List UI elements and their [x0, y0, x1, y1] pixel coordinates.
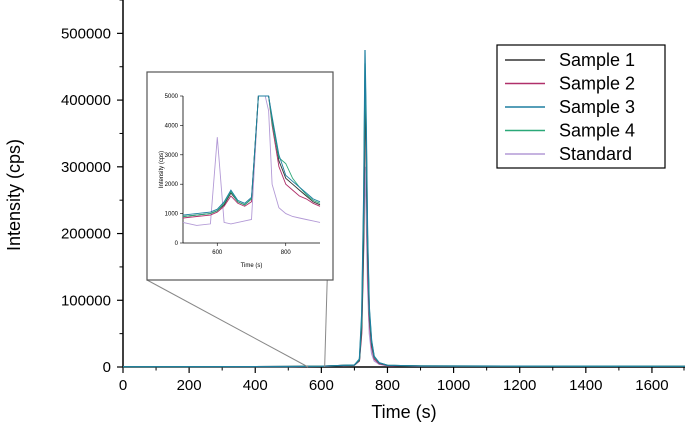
main-plot-area — [122, 49, 685, 368]
inset-y-tick-label: 0 — [175, 241, 179, 247]
legend-label-sample-1: Sample 1 — [559, 50, 635, 70]
x-tick-label: 400 — [243, 377, 268, 394]
y-tick-label: 0 — [103, 359, 111, 376]
inset-y-tick-label: 5000 — [165, 94, 179, 100]
inset-plot-area — [182, 95, 321, 226]
x-tick-label: 1200 — [503, 377, 536, 394]
legend-label-sample-2: Sample 2 — [559, 74, 635, 94]
x-tick-label: 200 — [177, 377, 202, 394]
legend-label-standard: Standard — [559, 144, 632, 164]
x-tick-label: 1000 — [437, 377, 470, 394]
x-tick-label: 0 — [119, 377, 127, 394]
inset-x-axis-title: Time (s) — [241, 263, 263, 269]
inset-y-tick-label: 4000 — [165, 123, 179, 129]
x-tick-label: 800 — [375, 377, 400, 394]
inset-frame — [146, 71, 334, 281]
zoom-line-left — [146, 279, 309, 368]
y-tick-label: 400000 — [61, 92, 111, 109]
inset-y-tick-label: 3000 — [165, 153, 179, 159]
inset-chart: 600 800 0 1000 2000 3000 4000 5000 Time (s) Inten… — [146, 71, 334, 281]
inset-y-axis-title: Intensity (cps) — [159, 151, 165, 188]
x-axis-title: Time (s) — [371, 402, 436, 422]
x-tick-label: 1400 — [569, 377, 602, 394]
inset-x-tick-label: 600 — [212, 250, 223, 256]
inset-x-tick-label: 800 — [281, 250, 292, 256]
x-tick-label: 600 — [309, 377, 334, 394]
legend: Sample 1 Sample 2 Sample 3 Sample 4 Standard — [496, 44, 666, 169]
x-tick-label: 1600 — [635, 377, 668, 394]
main-axes: 0 200 400 600 800 1000 1200 1400 1600 0 100000 2000… — [61, 0, 685, 394]
y-tick-label: 100000 — [61, 292, 111, 309]
inset-series-line-sample-3 — [182, 95, 321, 216]
y-axis-title: Intensity (cps) — [4, 139, 24, 251]
y-tick-label: 300000 — [61, 159, 111, 176]
y-tick-label: 500000 — [61, 25, 111, 42]
legend-label-sample-4: Sample 4 — [559, 121, 635, 141]
series-line-sample-3 — [122, 49, 685, 368]
y-tick-label: 200000 — [61, 226, 111, 243]
inset-y-tick-label: 2000 — [165, 182, 179, 188]
inset-y-tick-label: 1000 — [165, 212, 179, 218]
legend-label-sample-3: Sample 3 — [559, 97, 635, 117]
